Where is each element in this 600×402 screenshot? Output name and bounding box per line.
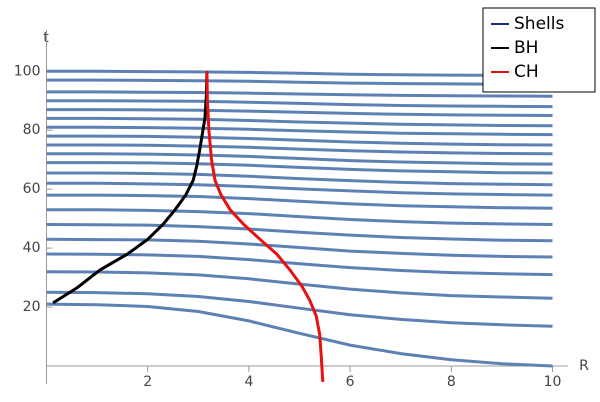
shell-line	[46, 99, 553, 109]
legend-label: BH	[514, 38, 538, 58]
shell-line	[46, 290, 553, 328]
shell-line	[46, 78, 553, 86]
curve-line	[205, 71, 325, 382]
shell-line	[46, 161, 553, 175]
y-tick-label: 40	[23, 240, 41, 256]
x-tick-label: 6	[346, 374, 355, 390]
shell-line	[46, 252, 553, 277]
x-axis-label: R	[579, 358, 589, 374]
shell-line	[46, 208, 553, 226]
shell-line	[46, 108, 553, 117]
x-tick-label: 10	[544, 374, 562, 390]
legend-label: Shells	[514, 14, 564, 34]
shell-line	[46, 90, 553, 98]
shell-line	[46, 116, 553, 128]
x-tick-label: 2	[143, 374, 152, 390]
shell-line	[46, 237, 553, 259]
shell-line	[46, 143, 553, 156]
y-tick-label: 100	[14, 63, 41, 79]
x-tick-label: 8	[447, 374, 456, 390]
curve-line	[52, 71, 209, 305]
shell-line	[46, 69, 553, 78]
shell-line	[46, 181, 553, 197]
shell-line	[46, 125, 553, 137]
y-tick-label: 80	[23, 122, 41, 138]
shell-line	[46, 193, 553, 210]
shell-line	[46, 223, 553, 243]
y-tick-label: 60	[23, 181, 41, 197]
shell-line	[46, 171, 553, 187]
shell-line	[46, 302, 553, 368]
x-tick-label: 4	[244, 374, 253, 390]
legend-box	[482, 7, 596, 93]
shell-line	[46, 152, 553, 166]
shell-line	[46, 134, 553, 147]
y-tick-label: 20	[23, 299, 41, 315]
legend-label: CH	[514, 62, 539, 82]
legend: Shells BH CH	[482, 7, 596, 93]
